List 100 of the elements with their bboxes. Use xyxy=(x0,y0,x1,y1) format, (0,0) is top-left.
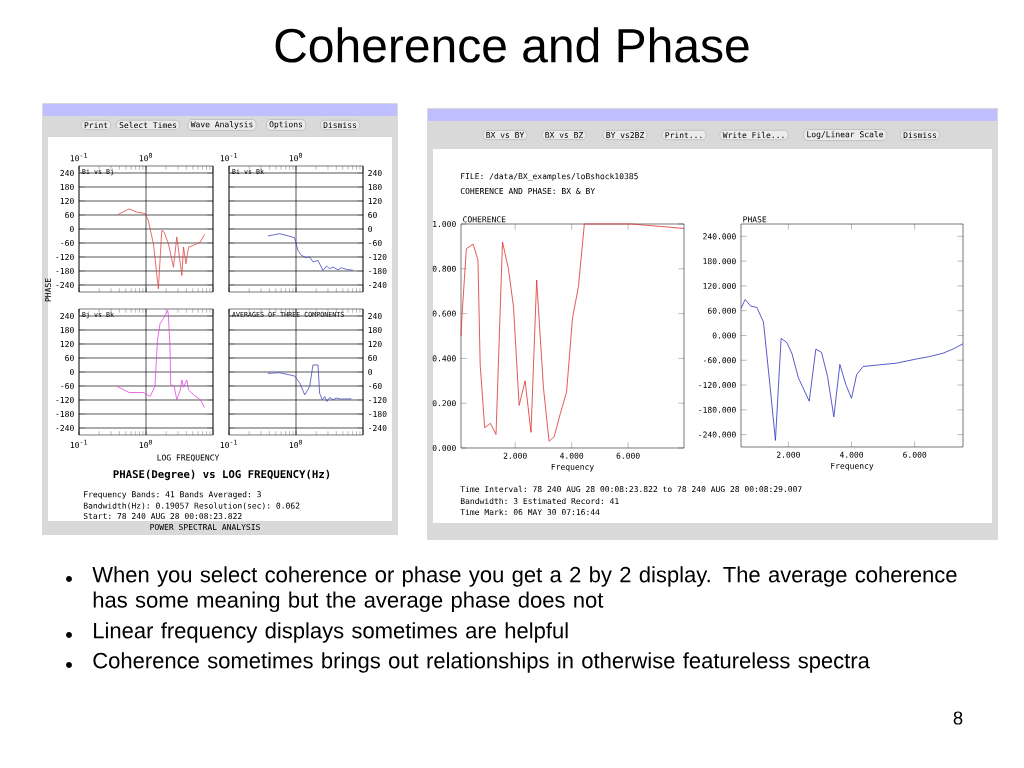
x-tick-label: 10$^{-1}$ xyxy=(70,152,88,162)
text: PHASE xyxy=(44,278,52,302)
text: Coherence sometimes brings out relationships in otherwise featureless spectra xyxy=(93,652,870,673)
y-tick-label: -180 xyxy=(56,267,74,275)
line-series xyxy=(460,223,685,442)
y-tick-label: 180 xyxy=(368,326,382,334)
x-tick-label: 10$^{-1}$ xyxy=(70,439,88,449)
x-tick-label: 10$^{0}$ xyxy=(289,152,303,162)
y-tick-label: -180 xyxy=(369,267,387,275)
text: BY vs2BZ xyxy=(606,131,645,139)
y-tick-label: -120.000 xyxy=(699,382,736,389)
y-tick-label: -60 xyxy=(61,382,74,390)
text: Dismiss xyxy=(323,121,357,129)
y-tick-label: 120 xyxy=(368,340,382,348)
y-tick-label: 180 xyxy=(368,183,382,191)
text: 8 xyxy=(953,711,963,725)
y-tick-label: 0.000 xyxy=(712,332,736,339)
y-tick-label: 60 xyxy=(368,354,377,362)
y-tick-label: 120 xyxy=(368,197,382,205)
y-tick-label: 60 xyxy=(368,211,377,219)
text: Log/Linear Scale xyxy=(807,131,884,139)
text: FILE: /data/BX_examples/loBshock10385 xyxy=(461,172,638,181)
text: Coherence and Phase xyxy=(275,27,749,63)
y-tick-label: -60 xyxy=(61,239,74,247)
y-tick-label: 120 xyxy=(60,340,74,348)
text: COHERENCE AND PHASE: BX & BY xyxy=(460,187,595,195)
x-tick-label: 10$^{-1}$ xyxy=(220,439,238,449)
y-tick-label: -120 xyxy=(369,253,387,261)
y-tick-label: -120 xyxy=(56,396,74,404)
y-tick-label: -60.000 xyxy=(703,357,736,364)
chart-title: COHERENCE xyxy=(463,216,506,223)
text: LOG FREQUENCY xyxy=(157,454,220,462)
text: Write File... xyxy=(722,131,784,139)
y-tick-label: 60 xyxy=(65,211,74,219)
y-tick-label: 60.000 xyxy=(707,307,736,314)
y-tick-label: 0.600 xyxy=(432,310,456,317)
y-tick-label: 240 xyxy=(368,169,382,177)
y-tick-label: -120 xyxy=(369,396,387,404)
text: Select Times xyxy=(119,121,177,129)
text: BX vs BY xyxy=(486,132,525,138)
y-tick-label: 0 xyxy=(368,368,373,376)
y-tick-label: 240.000 xyxy=(703,233,736,240)
y-tick-label: 0 xyxy=(70,368,74,376)
y-tick-label: 240 xyxy=(368,312,382,320)
y-tick-label: 0.800 xyxy=(432,265,456,272)
text: BX vs BZ xyxy=(545,132,584,138)
x-tick-label: 10$^{0}$ xyxy=(139,439,153,449)
text: Dismiss xyxy=(903,131,937,139)
x-tick-label: 10$^{-1}$ xyxy=(220,152,238,162)
text: Time Interval: 78 240 AUG 28 00:08:23.822 to 78 240 AUG 28 00:08:29.007 xyxy=(460,485,802,493)
y-tick-label: 0 xyxy=(368,225,373,233)
text: Frequency Bands: 41 Bands Averaged: 3 xyxy=(84,491,261,499)
y-tick-label: 240 xyxy=(60,312,74,320)
y-tick-label: -120 xyxy=(56,253,74,261)
y-tick-label: 180 xyxy=(60,183,74,191)
y-tick-label: 60 xyxy=(65,354,74,362)
y-tick-label: 120.000 xyxy=(703,282,736,289)
x-tick-label: 4.000 xyxy=(560,452,584,459)
x-axis-title: Frequency xyxy=(831,462,874,471)
y-tick-label: -240 xyxy=(369,424,387,432)
y-tick-label: -180.000 xyxy=(699,406,736,413)
y-tick-label: -60 xyxy=(369,239,382,247)
x-tick-label: 10$^{0}$ xyxy=(139,152,153,162)
y-tick-label: 120 xyxy=(60,197,74,205)
line-series xyxy=(740,299,964,441)
x-tick-label: 6.000 xyxy=(903,451,927,458)
x-tick-label: 4.000 xyxy=(839,451,864,458)
text: POWER SPECTRAL ANALYSIS xyxy=(150,523,260,531)
text: Print xyxy=(84,121,108,129)
x-tick-label: 2.000 xyxy=(776,451,800,458)
text: Time Mark: 06 MAY 30 07:16:44 xyxy=(460,508,600,516)
y-tick-label: 180 xyxy=(60,326,74,334)
y-tick-label: 0.400 xyxy=(432,355,456,362)
y-tick-label: -240 xyxy=(369,281,387,289)
y-tick-label: -180 xyxy=(56,410,74,418)
y-tick-label: -240 xyxy=(56,281,74,289)
text: PHASE(Degree) vs LOG FREQUENCY(Hz) xyxy=(113,469,330,481)
text: Print... xyxy=(665,131,702,139)
y-tick-label: 0.000 xyxy=(432,444,456,452)
y-tick-label: -240 xyxy=(56,424,74,432)
x-tick-label: 6.000 xyxy=(616,452,640,459)
text: Bandwidth(Hz): 0.19057 Resolution(sec): 0.062 xyxy=(83,502,300,510)
y-tick-label: -240.000 xyxy=(699,431,736,438)
text: Wave Analysis xyxy=(190,121,253,129)
x-axis-title: Frequency xyxy=(551,463,594,472)
text: When you select coherence or phase you get a 2 by 2 display. The average coherence has some meaning but the average phase does not xyxy=(92,566,957,613)
y-tick-label: -60 xyxy=(369,382,382,390)
chart-title: PHASE xyxy=(743,216,767,223)
text: Linear frequency displays sometimes are helpful xyxy=(94,622,568,643)
x-tick-label: 2.000 xyxy=(503,452,527,459)
y-tick-label: 180.000 xyxy=(703,258,736,265)
text: Start: 78 240 AUG 28 00:08:23.822 xyxy=(83,512,242,520)
y-tick-label: 0.200 xyxy=(432,400,456,407)
text: Bandwidth: 3 Estimated Record: 41 xyxy=(460,497,619,505)
text: Options xyxy=(269,121,303,129)
y-tick-label: 0 xyxy=(70,225,74,233)
y-tick-label: 240 xyxy=(60,169,74,177)
x-tick-label: 10$^{0}$ xyxy=(289,439,303,449)
y-tick-label: 1.000 xyxy=(433,220,456,228)
y-tick-label: -180 xyxy=(369,410,387,418)
